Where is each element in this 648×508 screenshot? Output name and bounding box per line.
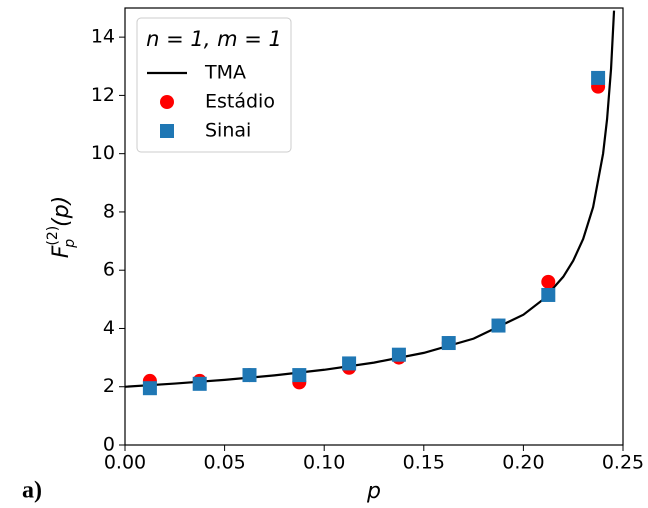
y-tick-label: 12 [91,84,115,106]
legend-label: TMA [204,62,246,84]
plot-frame [124,7,624,446]
y-label-arg: (p) [49,196,74,227]
x-tick-label: 0.00 [104,452,146,474]
square-marker [491,318,506,333]
square-marker [242,368,257,383]
y-tick-label: 4 [103,317,115,339]
legend-circle [160,95,174,109]
x-tick-label: 0.10 [303,452,345,474]
square-marker [541,287,556,302]
square-marker [342,356,357,371]
y-axis-label: F(2)p (p) [45,196,78,259]
legend-label: Sinai [205,120,251,142]
y-tick-label: 14 [91,26,115,48]
square-marker [391,347,406,362]
square-marker [591,70,606,85]
y-tick-label: 0 [103,434,115,456]
square-marker [142,381,157,396]
legend-title: n = 1, m = 1 [146,27,282,51]
x-tick-label: 0.15 [403,452,445,474]
y-tick-label: 2 [103,375,115,397]
x-tick-label: 0.25 [602,452,644,474]
y-tick-label: 6 [103,259,115,281]
square-marker [192,376,207,391]
y-label-base: F [49,245,74,258]
legend-label: Estádio [205,91,275,113]
curve [125,10,616,388]
legend-square [160,124,174,138]
y-label-sub: p [62,239,78,249]
x-tick-label: 0.20 [502,452,544,474]
square-marker [292,368,307,383]
circle-marker [541,274,556,289]
legend-box [136,17,292,153]
y-tick-label: 10 [91,142,115,164]
x-tick-label: 0.05 [203,452,245,474]
panel-label: a) [22,478,42,504]
y-label-sup: (2) [45,226,61,246]
square-marker [441,336,456,351]
y-tick-label: 8 [103,200,115,222]
x-axis-label: p [366,479,381,504]
